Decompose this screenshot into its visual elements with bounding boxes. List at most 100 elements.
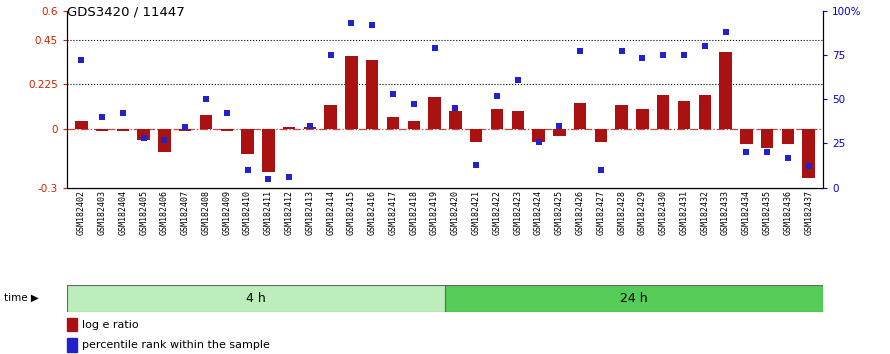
Bar [678, 101, 691, 129]
Bar [241, 129, 254, 154]
Text: GDS3420 / 11447: GDS3420 / 11447 [67, 5, 184, 18]
Text: GSM182405: GSM182405 [139, 189, 148, 235]
Text: GSM182412: GSM182412 [285, 189, 294, 235]
Point [95, 114, 109, 120]
Point [324, 52, 338, 58]
Point [262, 176, 276, 182]
Text: 24 h: 24 h [620, 292, 648, 305]
Text: GSM182422: GSM182422 [492, 189, 501, 235]
Bar [657, 95, 669, 129]
Bar [345, 56, 358, 129]
Point [677, 52, 692, 58]
Text: GSM182413: GSM182413 [305, 189, 314, 235]
Text: GSM182402: GSM182402 [77, 189, 85, 235]
Bar [67, 285, 445, 312]
Point [740, 149, 754, 155]
Bar [408, 121, 420, 129]
Text: GSM182434: GSM182434 [742, 189, 751, 235]
Text: GSM182406: GSM182406 [160, 189, 169, 235]
Bar [615, 105, 627, 129]
Bar [532, 129, 545, 142]
Text: log e ratio: log e ratio [82, 320, 139, 330]
Bar [117, 129, 129, 131]
Point [449, 105, 463, 111]
Point [365, 22, 379, 28]
Point [614, 48, 628, 54]
Bar [67, 338, 77, 352]
Bar [574, 103, 587, 129]
Point [698, 43, 712, 49]
Point [760, 149, 774, 155]
Bar [699, 95, 711, 129]
Bar [803, 129, 815, 178]
Bar [96, 129, 109, 131]
Point [427, 45, 441, 51]
Bar [179, 129, 191, 131]
Text: GSM182414: GSM182414 [327, 189, 336, 235]
Bar [67, 318, 77, 331]
Point [573, 48, 587, 54]
Bar [490, 109, 503, 129]
Bar [75, 121, 87, 129]
Point [635, 56, 650, 61]
Bar [387, 117, 400, 129]
Bar [740, 129, 753, 144]
Bar [325, 105, 337, 129]
Text: GSM182418: GSM182418 [409, 189, 418, 235]
Text: GSM182404: GSM182404 [118, 189, 127, 235]
Point [158, 137, 172, 143]
Text: GSM182409: GSM182409 [222, 189, 231, 235]
Bar [137, 129, 150, 141]
Text: GSM182426: GSM182426 [576, 189, 585, 235]
Bar [470, 129, 482, 142]
Text: GSM182437: GSM182437 [805, 189, 813, 235]
Point [136, 135, 150, 141]
Point [344, 20, 359, 26]
Text: GSM182417: GSM182417 [389, 189, 398, 235]
Point [718, 29, 732, 35]
Bar [303, 127, 316, 129]
Text: GSM182407: GSM182407 [181, 189, 190, 235]
Bar [263, 129, 275, 172]
Point [531, 139, 546, 144]
Text: GSM182427: GSM182427 [596, 189, 605, 235]
Text: GSM182410: GSM182410 [243, 189, 252, 235]
Point [220, 110, 234, 116]
Point [74, 57, 88, 63]
Bar [512, 111, 524, 129]
Point [407, 102, 421, 107]
Text: GSM182432: GSM182432 [700, 189, 709, 235]
Text: GSM182421: GSM182421 [472, 189, 481, 235]
Bar [595, 129, 607, 142]
Text: GSM182435: GSM182435 [763, 189, 772, 235]
Point [490, 93, 504, 98]
Point [198, 96, 213, 102]
Text: GSM182436: GSM182436 [783, 189, 792, 235]
Text: GSM182425: GSM182425 [554, 189, 563, 235]
Text: GSM182424: GSM182424 [534, 189, 543, 235]
Point [802, 164, 816, 169]
Point [116, 110, 130, 116]
Bar [636, 109, 649, 129]
Text: GSM182411: GSM182411 [263, 189, 273, 235]
Text: GSM182415: GSM182415 [347, 189, 356, 235]
Point [594, 167, 608, 173]
Point [386, 91, 400, 97]
Point [781, 155, 795, 160]
Text: GSM182416: GSM182416 [368, 189, 376, 235]
Text: GSM182428: GSM182428 [617, 189, 627, 235]
Bar [761, 129, 773, 148]
Text: GSM182430: GSM182430 [659, 189, 668, 235]
Text: GSM182431: GSM182431 [679, 189, 689, 235]
Point [303, 123, 317, 129]
Bar [428, 97, 441, 129]
Text: GSM182433: GSM182433 [721, 189, 730, 235]
Point [656, 52, 670, 58]
Bar [781, 129, 794, 144]
Text: percentile rank within the sample: percentile rank within the sample [82, 341, 270, 350]
Point [282, 174, 296, 180]
Point [511, 77, 525, 82]
Bar [449, 111, 462, 129]
Point [552, 123, 566, 129]
Text: GSM182420: GSM182420 [451, 189, 460, 235]
